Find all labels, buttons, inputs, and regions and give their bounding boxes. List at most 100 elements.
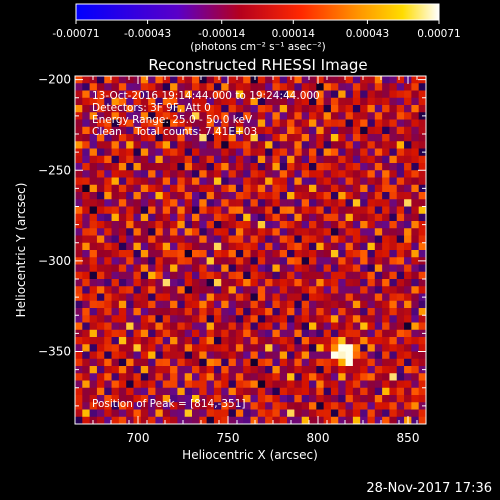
heatmap-cell: [75, 119, 83, 128]
heatmap-cell: [396, 315, 405, 323]
heatmap-cell: [221, 119, 229, 128]
heatmap-cell: [418, 199, 427, 207]
heatmap-cell: [111, 395, 120, 403]
heatmap-cell: [133, 409, 142, 418]
heatmap-cell: [104, 264, 112, 273]
heatmap-cell: [111, 409, 120, 418]
heatmap-cell: [104, 170, 112, 178]
heatmap-cell: [228, 279, 237, 287]
heatmap-cell: [170, 264, 178, 273]
heatmap-cell: [294, 76, 303, 84]
heatmap-cell: [279, 344, 288, 352]
heatmap-cell: [389, 83, 398, 91]
heatmap-cell: [257, 134, 266, 142]
heatmap-cell: [411, 134, 420, 142]
heatmap-cell: [184, 119, 193, 128]
heatmap-cell: [155, 83, 164, 91]
heatmap-cell: [140, 271, 149, 280]
heatmap-cell: [206, 257, 215, 265]
heatmap-cell: [140, 416, 149, 425]
heatmap-cell: [75, 199, 83, 207]
heatmap-cell: [382, 402, 390, 410]
heatmap-cell: [418, 213, 427, 222]
heatmap-cell: [330, 366, 339, 374]
heatmap-cell: [411, 105, 420, 113]
heatmap-cell: [243, 76, 251, 84]
heatmap-cell: [104, 351, 112, 360]
heatmap-cell: [133, 76, 142, 84]
heatmap-cell: [148, 76, 156, 84]
heatmap-cell: [374, 112, 383, 120]
heatmap-cell: [301, 286, 310, 294]
heatmap-cell: [199, 387, 208, 396]
heatmap-cell: [155, 228, 164, 236]
heatmap-cell: [199, 221, 208, 229]
heatmap-cell: [382, 163, 390, 171]
heatmap-cell: [199, 308, 208, 316]
heatmap-cell: [126, 76, 134, 84]
heatmap-cell: [243, 358, 251, 367]
heatmap-cell: [279, 184, 288, 193]
heatmap-cell: [104, 380, 112, 389]
heatmap-cell: [389, 184, 398, 193]
heatmap-cell: [367, 250, 376, 258]
heatmap-cell: [389, 264, 398, 273]
heatmap-cell: [148, 134, 156, 142]
heatmap-cell: [382, 322, 390, 331]
heatmap-cell: [382, 177, 390, 186]
heatmap-cell: [257, 155, 266, 164]
heatmap-cell: [389, 395, 398, 403]
heatmap-cell: [184, 177, 193, 186]
heatmap-cell: [192, 126, 200, 135]
annotation-detectors: Detectors: 3F 9F, Att 0: [92, 102, 211, 114]
heatmap-cell: [184, 250, 193, 258]
heatmap-cell: [257, 177, 266, 186]
heatmap-cell: [279, 250, 288, 258]
heatmap-cell: [126, 83, 134, 91]
heatmap-cell: [221, 141, 229, 149]
heatmap-cell: [345, 387, 354, 396]
heatmap-cell: [155, 221, 164, 229]
heatmap-cell: [265, 257, 273, 265]
heatmap-cell: [374, 155, 383, 164]
heatmap-cell: [184, 337, 193, 345]
heatmap-cell: [162, 322, 171, 331]
heatmap-cell: [184, 279, 193, 287]
heatmap-cell: [235, 329, 244, 338]
heatmap-cell: [177, 358, 186, 367]
heatmap-cell: [309, 213, 317, 222]
heatmap-cell: [374, 300, 383, 309]
heatmap-cell: [243, 329, 251, 338]
heatmap-cell: [184, 271, 193, 280]
heatmap-cell: [330, 163, 339, 171]
heatmap-cell: [96, 358, 105, 367]
heatmap-cell: [360, 177, 368, 186]
heatmap-cell: [89, 271, 98, 280]
heatmap-cell: [228, 366, 237, 374]
heatmap-cell: [155, 155, 164, 164]
heatmap-cell: [301, 163, 310, 171]
heatmap-cell: [418, 192, 427, 200]
heatmap-cell: [309, 206, 317, 215]
heatmap-cell: [192, 119, 200, 128]
heatmap-cell: [213, 373, 222, 381]
heatmap-cell: [104, 337, 112, 345]
heatmap-cell: [352, 177, 361, 186]
heatmap-cell: [235, 163, 244, 171]
heatmap-cell: [96, 387, 105, 396]
heatmap-cell: [367, 308, 376, 316]
heatmap-cell: [367, 221, 376, 229]
heatmap-cell: [257, 250, 266, 258]
heatmap-cell: [382, 380, 390, 389]
heatmap-cell: [199, 126, 208, 135]
heatmap-cell: [192, 402, 200, 410]
heatmap-cell: [338, 358, 346, 367]
heatmap-cell: [382, 358, 390, 367]
heatmap-cell: [184, 329, 193, 338]
heatmap-cell: [221, 380, 229, 389]
heatmap-cell: [345, 83, 354, 91]
heatmap-cell: [418, 163, 427, 171]
heatmap-cell: [338, 322, 346, 331]
heatmap-cell: [272, 366, 281, 374]
heatmap-cell: [360, 380, 368, 389]
